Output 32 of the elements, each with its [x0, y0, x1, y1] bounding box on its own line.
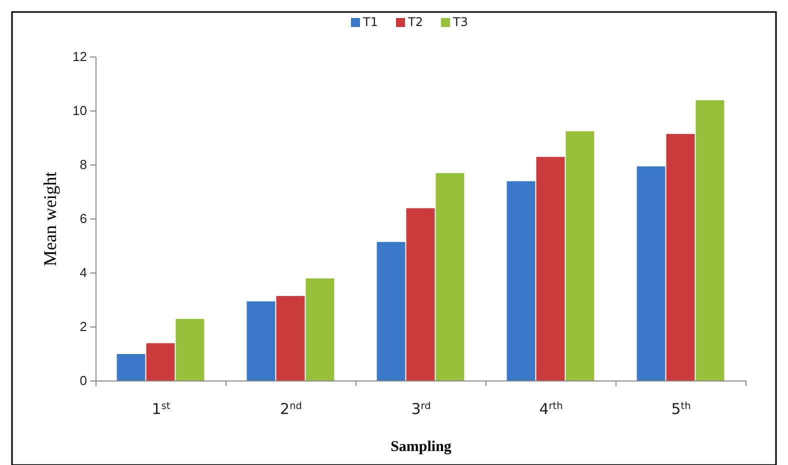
x-tick-label: 4$^{rth}$	[539, 400, 563, 418]
y-tick-label: 6	[80, 211, 87, 226]
y-tick-label: 12	[72, 49, 87, 64]
bar	[246, 301, 276, 381]
legend-label: T1	[362, 15, 378, 29]
y-tick-label: 4	[80, 265, 87, 280]
bar	[566, 131, 594, 381]
x-tick-label: 2$^{nd}$	[280, 400, 302, 418]
legend-label: T3	[452, 15, 468, 29]
legend-label: T2	[407, 15, 423, 29]
y-tick-label: 10	[72, 103, 87, 118]
bar	[696, 100, 724, 381]
bar	[666, 134, 695, 381]
bar	[436, 173, 464, 381]
bar	[116, 354, 146, 381]
bar	[146, 343, 175, 381]
bar	[536, 156, 565, 381]
bar	[176, 318, 204, 381]
y-tick-label: 2	[80, 319, 87, 334]
y-tick-label: 8	[80, 157, 87, 172]
y-tick-label: 0	[80, 373, 87, 388]
y-axis-title: Mean weight	[40, 172, 60, 266]
bar	[506, 181, 536, 381]
bar	[276, 296, 305, 381]
bar	[406, 208, 435, 381]
bar	[636, 166, 666, 381]
bar	[376, 242, 406, 381]
x-tick-label: 3$^{rd}$	[411, 400, 431, 418]
bar	[306, 278, 334, 381]
x-axis-title: Sampling	[390, 439, 452, 455]
x-tick-label: 5$^{th}$	[671, 400, 691, 418]
x-tick-label: 1$^{st}$	[152, 400, 170, 418]
